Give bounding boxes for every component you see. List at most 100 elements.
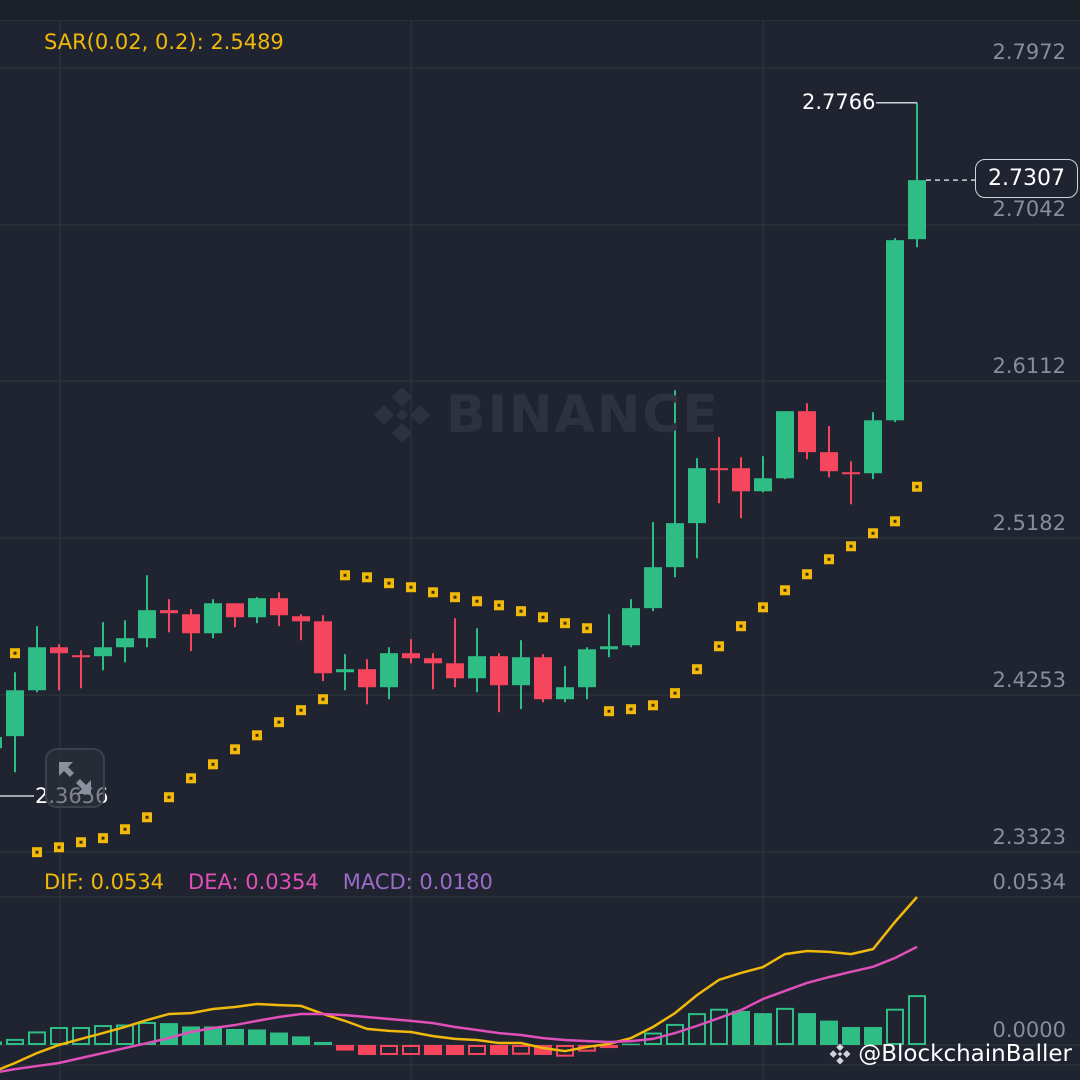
macd-bar <box>842 1026 860 1045</box>
price-axis-label: 2.3323 <box>992 825 1066 849</box>
top-bar <box>0 0 1080 20</box>
sar-dot-center <box>431 590 435 594</box>
sar-dot-center <box>585 626 589 630</box>
sar-dot-center <box>607 709 611 713</box>
macd-lines <box>0 896 918 1074</box>
candle-down <box>182 614 200 634</box>
sar-dot-center <box>871 531 875 535</box>
macd-bar <box>160 1023 178 1045</box>
sar-dot-center <box>299 708 303 712</box>
sar-dot-center <box>563 621 567 625</box>
sar-dot-center <box>497 603 501 607</box>
sar-dot-center <box>519 609 523 613</box>
credit-text: @BlockchainBaller <box>858 1041 1072 1067</box>
macd-axis-label: 0.0000 <box>992 1018 1066 1042</box>
macd-bar <box>182 1026 200 1045</box>
candle-down <box>798 411 816 453</box>
binance-logo-icon <box>829 1043 851 1065</box>
sar-dot-center <box>629 707 633 711</box>
macd-bar-hollow <box>710 1008 728 1045</box>
macd-bar <box>798 1013 816 1045</box>
sar-dots <box>10 481 922 858</box>
macd-bar-hollow <box>908 995 926 1046</box>
price-axis-label: 2.4253 <box>992 668 1066 692</box>
candle-up <box>512 657 530 686</box>
candle-up <box>754 478 772 492</box>
dea-label: DEA: 0.0354 <box>188 870 319 894</box>
candle-down <box>710 468 728 471</box>
candle-down <box>270 598 288 616</box>
expand-arrows-icon <box>59 762 91 794</box>
sar-dot-center <box>893 519 897 523</box>
candle-up <box>0 737 2 749</box>
candle-down <box>402 653 420 659</box>
sar-dot-center <box>387 581 391 585</box>
macd-bar <box>336 1045 354 1051</box>
macd-bar <box>534 1045 552 1055</box>
macd-bar <box>820 1020 838 1045</box>
candle-down <box>72 655 90 658</box>
price-axis-label: 2.7972 <box>992 40 1066 64</box>
last-price-tag[interactable]: 2.7307 <box>975 159 1078 198</box>
candle-up <box>886 240 904 421</box>
candle-up <box>116 638 134 648</box>
sar-dot-center <box>453 595 457 599</box>
candle-down <box>732 468 750 492</box>
price-axis-label: 2.7042 <box>992 197 1066 221</box>
candle-down <box>490 656 508 686</box>
candle-up <box>666 523 684 568</box>
candle-up <box>94 647 112 657</box>
sar-dot-center <box>255 733 259 737</box>
candle-up <box>776 411 794 479</box>
macd-bar <box>0 1041 2 1045</box>
sar-dot-center <box>717 644 721 648</box>
macd-bar <box>248 1029 266 1045</box>
sar-dot-center <box>739 624 743 628</box>
sar-dot-center <box>761 605 765 609</box>
sar-dot-center <box>189 776 193 780</box>
sar-dot-center <box>233 747 237 751</box>
sar-dot-center <box>79 840 83 844</box>
candles <box>0 102 926 773</box>
macd-bar <box>600 1045 618 1049</box>
sar-dot-center <box>783 588 787 592</box>
dea-line <box>0 945 918 1074</box>
candle-up <box>908 180 926 240</box>
macd-bar-hollow <box>28 1031 46 1045</box>
expand-chart-button[interactable] <box>45 748 105 808</box>
candle-up <box>600 646 618 650</box>
sar-dot-center <box>805 572 809 576</box>
macd-bar-hollow <box>6 1038 24 1045</box>
candle-down <box>358 669 376 688</box>
price-axis-label: 2.6112 <box>992 354 1066 378</box>
macd-bar-hollow <box>50 1026 68 1045</box>
price-axis-label: 2.5182 <box>992 511 1066 535</box>
macd-bar <box>358 1045 376 1055</box>
macd-value-label: MACD: 0.0180 <box>342 870 493 894</box>
credit-watermark: @BlockchainBaller <box>828 1041 1072 1067</box>
sar-dot-center <box>123 827 127 831</box>
macd-bar <box>292 1036 310 1045</box>
sar-dot-center <box>365 575 369 579</box>
sar-dot-center <box>827 557 831 561</box>
candle-down <box>160 610 178 614</box>
sar-dot-center <box>321 697 325 701</box>
macd-bar <box>754 1013 772 1045</box>
candle-up <box>204 603 222 634</box>
sar-dot-center <box>101 836 105 840</box>
high-price-marker: 2.7766 <box>802 90 876 114</box>
binance-logo-icon <box>374 387 430 443</box>
macd-bar <box>490 1045 508 1055</box>
candle-down <box>314 621 332 674</box>
macd-bar <box>314 1041 332 1045</box>
sar-dot-center <box>673 691 677 695</box>
candle-down <box>226 603 244 618</box>
macd-bar-hollow <box>776 1007 794 1046</box>
macd-bar <box>226 1028 244 1045</box>
candle-up <box>864 420 882 474</box>
macd-bar <box>732 1010 750 1045</box>
sar-indicator-label: SAR(0.02, 0.2): 2.5489 <box>44 30 284 54</box>
sar-dot-center <box>35 850 39 854</box>
